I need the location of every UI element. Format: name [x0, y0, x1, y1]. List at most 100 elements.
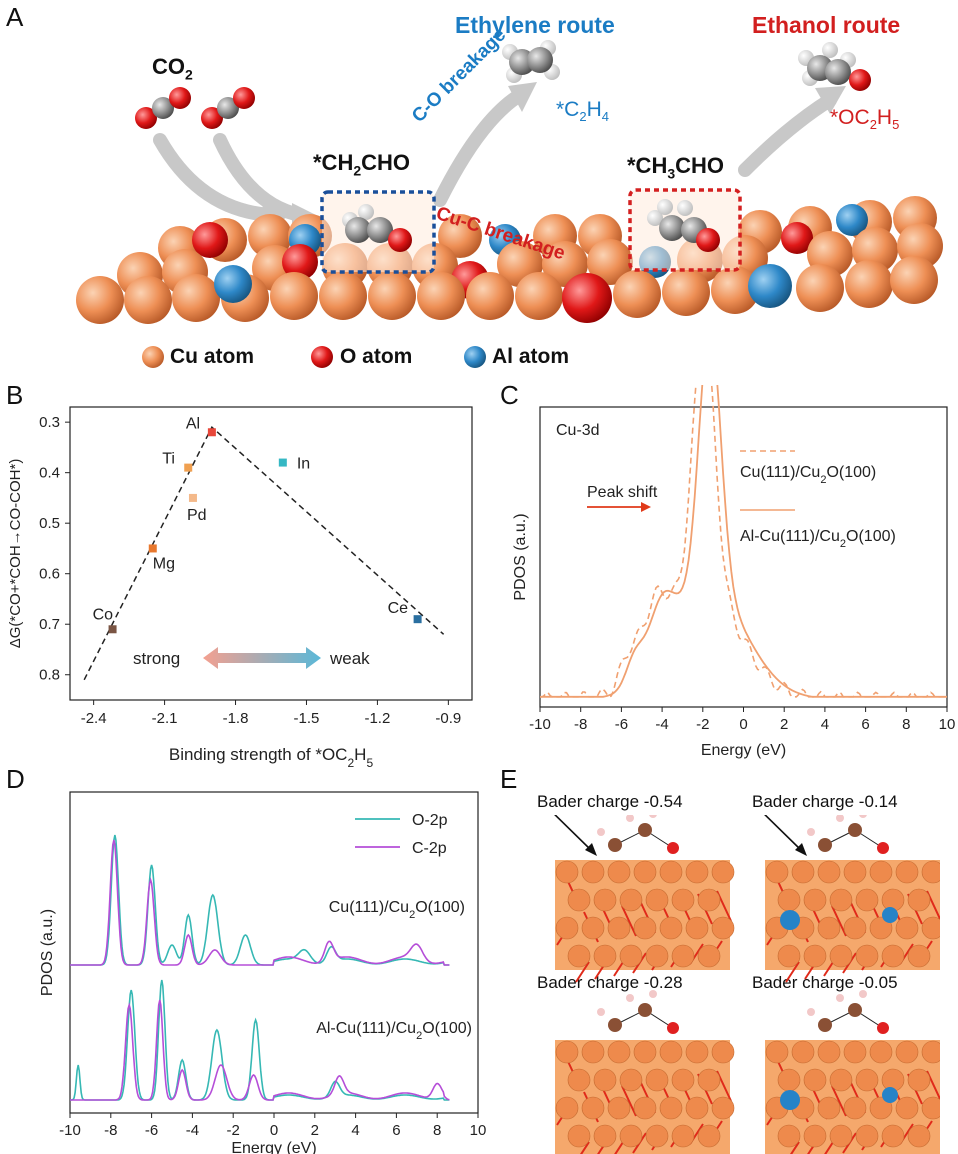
x-tick-label: -10 [529, 716, 551, 733]
strength-arrow [203, 647, 321, 669]
cu-atom [791, 1040, 815, 1064]
scatter-point-pd [188, 493, 197, 502]
cu-atom [843, 1096, 867, 1120]
h-atom [807, 1008, 815, 1016]
series-al-cu111-solid [540, 385, 947, 698]
x-tick-label: -0.9 [435, 710, 461, 727]
cu-atom [711, 1096, 735, 1120]
x-tick-label: 10 [939, 716, 956, 733]
o-bond [621, 1085, 637, 1117]
cu-atom [803, 1124, 827, 1148]
cu-atom [581, 860, 605, 884]
x-tick-label: 4 [351, 1122, 359, 1139]
panel-a-scheme [76, 40, 943, 368]
o-bond [831, 905, 847, 937]
x-tick-label: 8 [433, 1122, 441, 1139]
x-tick-label: -1.5 [294, 710, 320, 727]
cu-atom [817, 916, 841, 940]
cu-atom [567, 888, 591, 912]
cu-atom [711, 860, 735, 884]
cu-atom [881, 1124, 905, 1148]
x-tick-label: -1.8 [223, 710, 249, 727]
cu-atom [645, 1124, 669, 1148]
x-tick-label: -10 [59, 1122, 81, 1139]
y-axis-label: PDOS (a.u.) [512, 513, 529, 600]
panel-letter-d: D [6, 764, 25, 794]
scatter-point-al [207, 428, 216, 437]
cu-atom [907, 1068, 931, 1092]
x-tick-label: -2 [227, 1122, 240, 1139]
c-atom [638, 1003, 652, 1017]
cu-atom [619, 1068, 643, 1092]
panel-c-pdos-chart: -10 -8 -6 -4 -2 0 2 4 6 8 10 Cu-3d Peak shift Cu(111)… [512, 385, 956, 759]
panel-d-pdos-chart: -10 -8 -6 -4 -2 0 2 4 6 8 10 O-2p C-2p Cu(111)/Cu2O(1… [39, 791, 486, 1154]
legend-label-al-cu111: Al-Cu(111)/Cu2O(100) [740, 528, 896, 550]
cu-atom [607, 1040, 631, 1064]
panel-e-structures [554, 815, 940, 1154]
o-bond [575, 961, 590, 983]
series-c-2p-bottom [70, 999, 450, 1101]
cu-atom [829, 1124, 853, 1148]
cu-atom [711, 1040, 735, 1064]
slab-structure-1 [554, 815, 735, 983]
cu-atom [881, 944, 905, 968]
cu-atom [619, 1124, 643, 1148]
cu-atom [777, 1068, 801, 1092]
point-label-ce: Ce [388, 600, 409, 617]
x-tick-label: -8 [104, 1122, 117, 1139]
atom-legend-al: Al atom [492, 345, 570, 368]
cu-atom [869, 916, 893, 940]
scatter-point-mg [148, 544, 157, 553]
h-atom [859, 990, 867, 998]
cu-atom [659, 1040, 683, 1064]
h-atom [597, 828, 605, 836]
x-axis-label: Energy (eV) [231, 1140, 316, 1154]
c-atom [608, 838, 622, 852]
y-tick-label: 0.7 [39, 616, 60, 633]
cu-atom [593, 1068, 617, 1092]
scatter-point-co [108, 625, 117, 634]
x-tick-label: -2 [696, 716, 709, 733]
cu-atom [803, 1068, 827, 1092]
cu-atom [659, 916, 683, 940]
h-atom [649, 990, 657, 998]
cu-atom [659, 860, 683, 884]
peak-shift-label: Peak shift [587, 484, 658, 501]
cu-atom [895, 860, 919, 884]
cu-atom [921, 860, 940, 884]
cu-atom [907, 888, 931, 912]
cu-atom [697, 1124, 721, 1148]
label-al-cu111-cu2o: Al-Cu(111)/Cu2O(100) [316, 1020, 472, 1042]
al-atom [882, 907, 898, 923]
point-label-pd: Pd [187, 507, 207, 524]
cu-atom [777, 1124, 801, 1148]
cu-atom [685, 860, 709, 884]
peak-shift-arrowhead [641, 502, 651, 512]
strong-label: strong [133, 649, 180, 668]
cu-atom [907, 944, 931, 968]
h-atom [626, 994, 634, 1002]
bader-label-3: Bader charge -0.28 [537, 973, 683, 992]
panel-letter-b: B [6, 380, 24, 410]
cu-atom [855, 1124, 879, 1148]
c2h4-label: *C2H4 [556, 98, 609, 125]
y-tick-label: 0.3 [39, 414, 60, 431]
x-tick-label: 6 [861, 716, 869, 733]
cu-atom [697, 888, 721, 912]
cu-atom [817, 1096, 841, 1120]
o-bond [831, 1085, 847, 1117]
c-atom [608, 1018, 622, 1032]
h-atom [836, 815, 844, 822]
c-atom [848, 1003, 862, 1017]
cu-atom [817, 860, 841, 884]
x-tick-label: 0 [270, 1122, 278, 1139]
h-atom [836, 994, 844, 1002]
x-tick-label: -2.1 [152, 710, 178, 727]
cu-atom [607, 916, 631, 940]
cu-atom [895, 1040, 919, 1064]
ch3cho-label: *CH3CHO [627, 153, 725, 182]
x-tick-label: 6 [392, 1122, 400, 1139]
ethanol-molecule [798, 42, 871, 91]
ch2cho-label: *CH2CHO [313, 150, 411, 179]
cu-atom [633, 1096, 657, 1120]
